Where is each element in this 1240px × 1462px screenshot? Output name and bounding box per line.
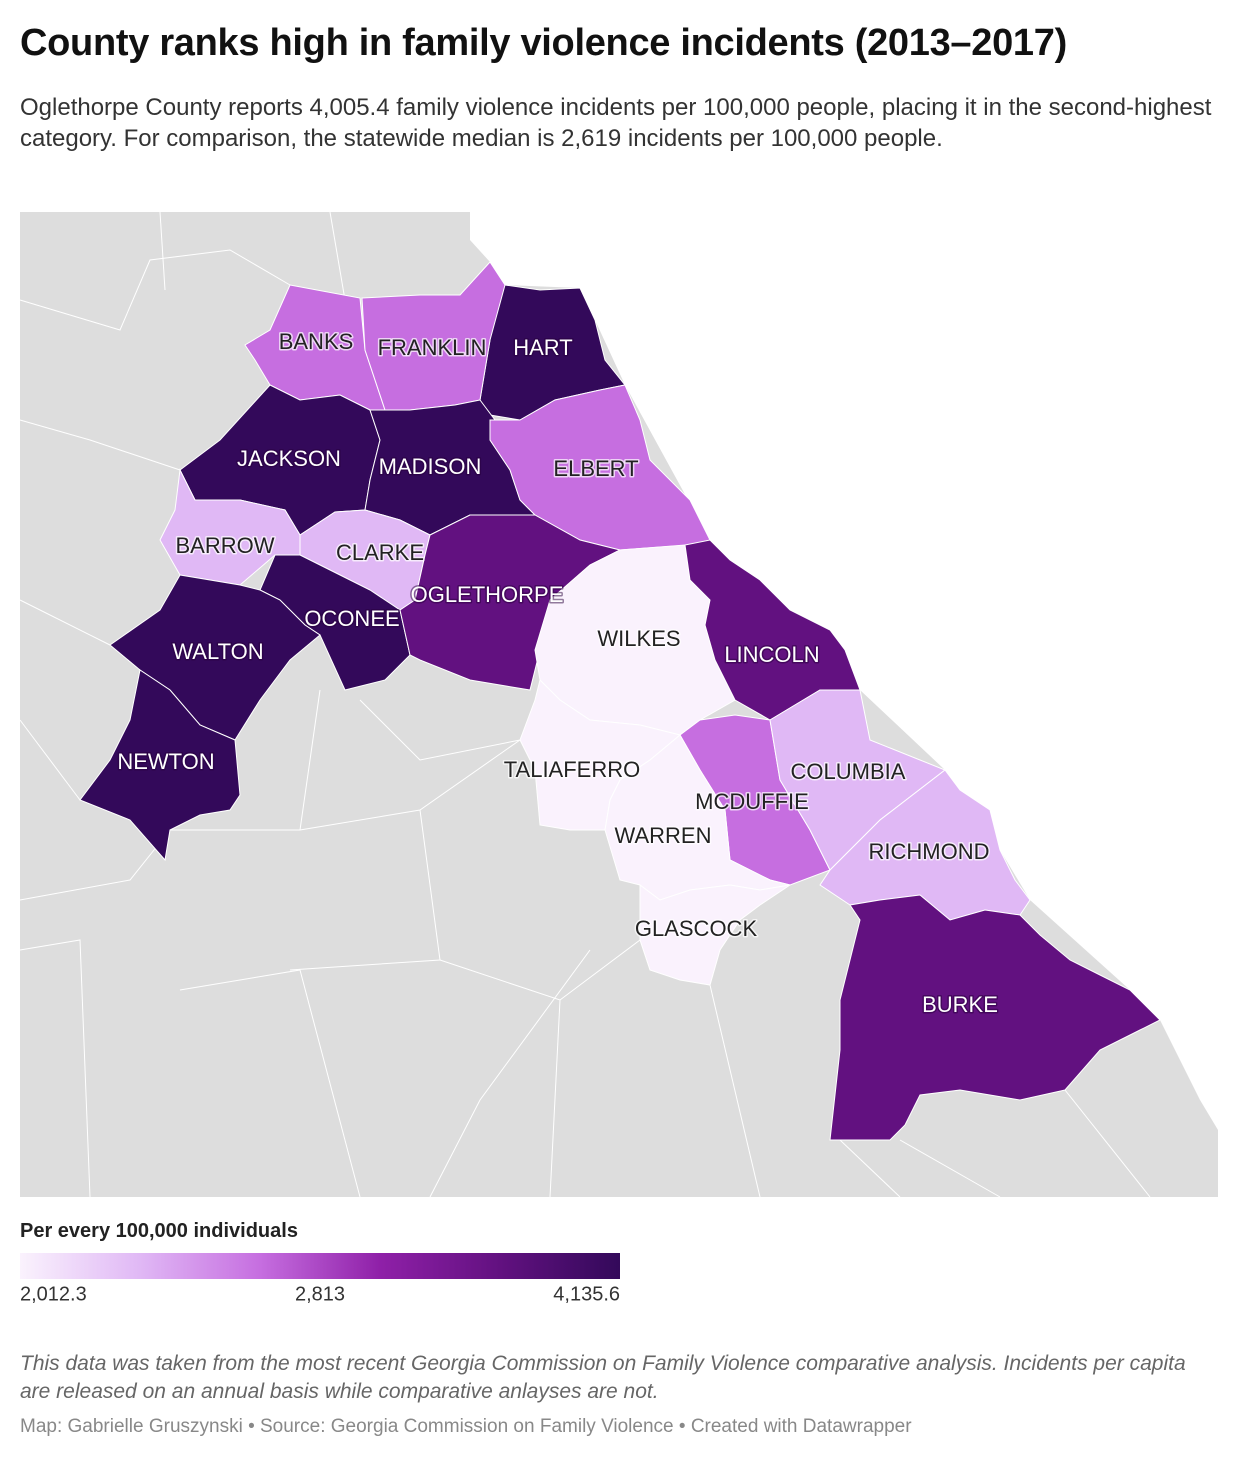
counties [79, 261, 1161, 1141]
legend: 2,012.3 2,813 4,135.6 [20, 1253, 620, 1306]
county-label: HART [513, 335, 573, 360]
county-labels: HART BANKS FRANKLIN JACKSON MADISON ELBERT BAR… [116, 327, 1000, 1018]
county-label: MADISON [379, 454, 482, 479]
county-label: ELBERT [553, 456, 638, 481]
county-border [839, 1139, 901, 1198]
title: County ranks high in family violence inc… [20, 22, 1067, 64]
county-label: BARROW [176, 533, 275, 558]
county-label: BURKE [922, 992, 998, 1017]
county-label: TALIAFERRO [504, 757, 641, 782]
county-label: OGLETHORPE [411, 582, 564, 607]
county-border [19, 249, 291, 331]
county-border [19, 719, 81, 801]
county [79, 669, 241, 862]
county-label: RICHMOND [869, 839, 990, 864]
legend-tick-label: 4,135.6 [553, 1284, 620, 1306]
legend-tick-label: 2,012.3 [20, 1284, 87, 1306]
county-label: GLASCOCK [635, 916, 758, 941]
county-label: CLARKE [336, 540, 424, 565]
county-border [329, 211, 346, 301]
county [639, 884, 791, 986]
county-label: FRANKLIN [378, 335, 487, 360]
legend-bar [20, 1253, 620, 1279]
legend-title: Per every 100,000 individuals [20, 1220, 298, 1242]
county-label: BANKS [279, 329, 354, 354]
byline: Map: Gabrielle Gruszynski • Source: Geor… [20, 1416, 912, 1437]
county-label: COLUMBIA [791, 759, 906, 784]
county-border [899, 1139, 1001, 1198]
county-border [159, 211, 166, 291]
county [829, 894, 1161, 1141]
county-border [179, 969, 361, 1198]
county [399, 514, 622, 691]
county-label: OCONEE [304, 606, 399, 631]
county-label: NEWTON [117, 749, 214, 774]
legend-tick-label: 2,813 [295, 1284, 345, 1306]
county-label: WALTON [172, 639, 263, 664]
county-border [429, 949, 591, 1198]
county-border [19, 419, 181, 471]
county-label: LINCOLN [724, 642, 819, 667]
county-border [709, 984, 761, 1198]
county-border [359, 699, 521, 761]
county-border [1064, 1089, 1151, 1198]
county-border [549, 999, 561, 1198]
subtitle: Oglethorpe County reports 4,005.4 family… [20, 94, 1212, 152]
county-label: WARREN [615, 823, 712, 848]
county [361, 261, 506, 411]
county-label: WILKES [597, 626, 680, 651]
county-border [19, 599, 111, 646]
note: This data was taken from the most recent… [20, 1352, 1186, 1403]
county-label: JACKSON [237, 446, 341, 471]
county-label: MCDUFFIE [695, 789, 809, 814]
county-border [19, 939, 91, 1198]
